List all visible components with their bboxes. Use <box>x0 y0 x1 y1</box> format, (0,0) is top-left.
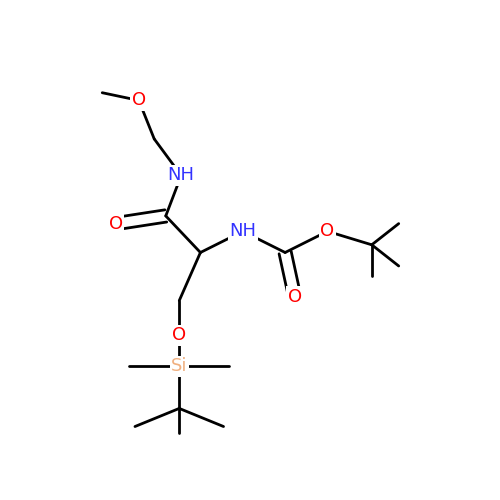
Text: NH: NH <box>168 166 194 184</box>
Text: O: O <box>108 214 123 232</box>
Text: NH: NH <box>230 222 256 240</box>
Text: Si: Si <box>171 357 188 375</box>
Text: O: O <box>288 288 302 306</box>
Text: O: O <box>172 326 186 344</box>
Text: O: O <box>132 92 146 110</box>
Text: O: O <box>320 222 334 240</box>
